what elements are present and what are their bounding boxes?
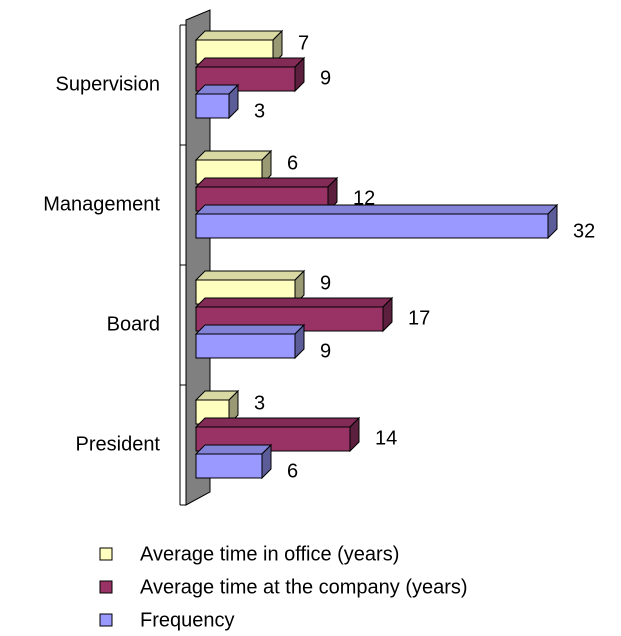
value-label: 9	[320, 67, 331, 89]
bar-top	[194, 324, 306, 335]
legend-label: Frequency	[140, 609, 235, 631]
bar-top	[194, 57, 306, 68]
value-label: 32	[573, 220, 595, 242]
bar	[194, 203, 559, 240]
bar-top	[194, 30, 284, 41]
value-label: 14	[375, 427, 397, 449]
value-label: 17	[408, 307, 430, 329]
value-label: 6	[287, 460, 298, 482]
bar-top	[194, 150, 273, 161]
bar-top	[194, 297, 394, 308]
legend-swatch	[99, 580, 113, 594]
value-label: 3	[254, 100, 265, 122]
category-label: Supervision	[55, 73, 160, 95]
bar-top	[194, 270, 306, 281]
legend-swatch	[99, 547, 113, 561]
bar	[194, 323, 306, 360]
legend-label: Average time at the company (years)	[140, 576, 468, 598]
value-label: 12	[353, 187, 375, 209]
category-label: President	[76, 433, 161, 455]
bar-top	[194, 444, 273, 455]
value-label: 7	[298, 32, 309, 54]
value-label: 9	[320, 272, 331, 294]
legend-swatch	[99, 613, 113, 627]
value-label: 6	[287, 152, 298, 174]
bar-top	[194, 204, 559, 215]
back-wall	[185, 9, 211, 506]
bar-front	[195, 453, 263, 479]
bar-top	[194, 177, 339, 188]
bar	[194, 389, 240, 426]
legend-label: Average time in office (years)	[140, 543, 399, 565]
bar-front	[195, 93, 230, 119]
bar	[194, 443, 273, 480]
bar-front	[195, 213, 549, 239]
value-label: 9	[320, 340, 331, 362]
bar-front	[195, 333, 296, 359]
category-label: Management	[43, 193, 160, 215]
bar	[194, 83, 240, 120]
bar-top	[194, 417, 361, 428]
value-label: 3	[254, 392, 265, 414]
category-label: Board	[107, 313, 160, 335]
